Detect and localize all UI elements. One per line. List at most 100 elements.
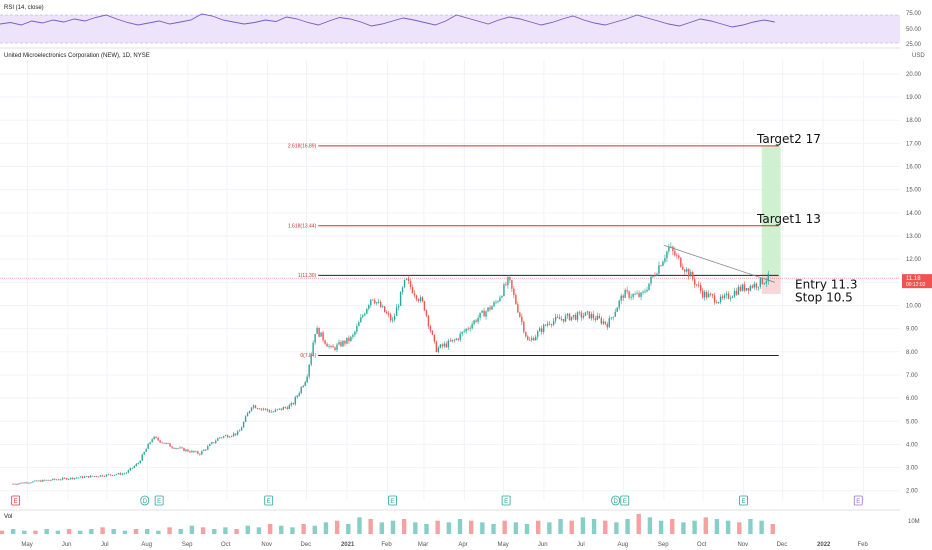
rsi-tick-25: 25.00 bbox=[906, 42, 922, 48]
candle-body bbox=[405, 278, 408, 280]
candle-body bbox=[455, 338, 457, 341]
candle-body bbox=[52, 478, 54, 481]
candle-body bbox=[449, 340, 451, 342]
volume-bar bbox=[290, 527, 295, 534]
candle-body bbox=[644, 291, 646, 293]
candle-body bbox=[121, 473, 124, 475]
candle-body bbox=[30, 482, 32, 484]
y-tick-label: 3.00 bbox=[906, 466, 918, 472]
volume-bars bbox=[0, 514, 775, 534]
volume-bar bbox=[714, 519, 720, 534]
event-marker-label: E bbox=[623, 499, 627, 505]
candle-body bbox=[733, 290, 736, 297]
candle-body bbox=[378, 301, 380, 303]
candle-body bbox=[445, 343, 447, 348]
volume-bar bbox=[0, 530, 5, 534]
volume-bar bbox=[614, 522, 619, 534]
candle-body bbox=[308, 364, 310, 377]
candle-body bbox=[318, 327, 320, 337]
candle-body bbox=[489, 307, 491, 310]
candle-body bbox=[105, 474, 108, 477]
candle-body bbox=[646, 290, 648, 292]
trend-line[interactable] bbox=[663, 244, 775, 283]
candle-body bbox=[648, 283, 650, 291]
candle-body bbox=[751, 285, 754, 288]
candle-body bbox=[87, 476, 90, 478]
candle-body bbox=[135, 463, 137, 466]
price-candles bbox=[12, 242, 769, 485]
candle-body bbox=[739, 286, 742, 291]
candle-body bbox=[69, 477, 72, 479]
candle-body bbox=[503, 284, 505, 297]
candle-body bbox=[566, 313, 569, 316]
candle-body bbox=[431, 330, 434, 335]
candle-body bbox=[117, 473, 120, 475]
candle-body bbox=[674, 250, 676, 256]
volume-bar bbox=[535, 520, 541, 534]
candle-body bbox=[692, 272, 694, 280]
candle-body bbox=[483, 310, 485, 317]
candle-body bbox=[26, 482, 28, 484]
candle-body bbox=[721, 296, 724, 298]
candle-body bbox=[167, 443, 169, 444]
volume-bar bbox=[491, 524, 496, 534]
candle-body bbox=[696, 284, 698, 286]
candle-body bbox=[139, 460, 141, 464]
volume-bar bbox=[413, 522, 418, 534]
candle-body bbox=[628, 291, 630, 298]
candle-body bbox=[656, 273, 658, 276]
candle-body bbox=[234, 433, 237, 435]
candle-body bbox=[429, 326, 432, 331]
candle-body bbox=[411, 287, 414, 294]
candle-body bbox=[590, 314, 593, 319]
candle-body bbox=[366, 308, 368, 314]
volume-bar bbox=[524, 524, 530, 534]
candle-body bbox=[248, 410, 251, 414]
y-tick-label: 6.00 bbox=[906, 396, 918, 402]
x-tick-label: May bbox=[497, 542, 508, 548]
candle-body bbox=[60, 479, 62, 481]
candle-body bbox=[28, 482, 30, 484]
candle-body bbox=[588, 311, 591, 319]
x-tick-label: Jun bbox=[538, 542, 548, 548]
candle-body bbox=[707, 293, 710, 298]
candle-body bbox=[288, 405, 290, 409]
volume-pane: Vol 10M bbox=[0, 514, 920, 534]
candle-body bbox=[467, 328, 469, 330]
candle-body bbox=[195, 451, 197, 453]
candle-body bbox=[552, 320, 555, 325]
candle-body bbox=[103, 476, 106, 478]
candle-body bbox=[650, 276, 652, 284]
candle-body bbox=[535, 336, 537, 341]
candle-body bbox=[191, 450, 193, 453]
candle-body bbox=[658, 265, 660, 274]
candle-body bbox=[737, 286, 740, 295]
candle-body bbox=[761, 277, 763, 284]
candle-body bbox=[409, 280, 412, 288]
candle-body bbox=[58, 479, 60, 481]
candle-body bbox=[610, 317, 612, 319]
candle-body bbox=[453, 339, 455, 341]
fib-level-label: 1.618(13.44) bbox=[288, 223, 317, 229]
event-marker bbox=[501, 495, 511, 506]
y-gridlines bbox=[0, 60, 900, 500]
candle-body bbox=[703, 291, 706, 298]
candle-body bbox=[89, 475, 92, 478]
candle-body bbox=[676, 255, 678, 257]
candle-body bbox=[630, 296, 632, 298]
candle-body bbox=[556, 316, 559, 318]
candle-body bbox=[642, 291, 644, 293]
candle-body bbox=[340, 342, 342, 347]
candle-body bbox=[187, 449, 189, 452]
event-marker bbox=[611, 495, 621, 506]
event-marker bbox=[11, 495, 21, 506]
volume-bar bbox=[89, 529, 94, 534]
volume-bar bbox=[256, 527, 262, 534]
candle-body bbox=[584, 312, 587, 316]
volume-bar bbox=[301, 524, 306, 534]
candle-body bbox=[163, 442, 165, 444]
event-marker bbox=[154, 495, 164, 506]
candle-body bbox=[44, 479, 46, 481]
